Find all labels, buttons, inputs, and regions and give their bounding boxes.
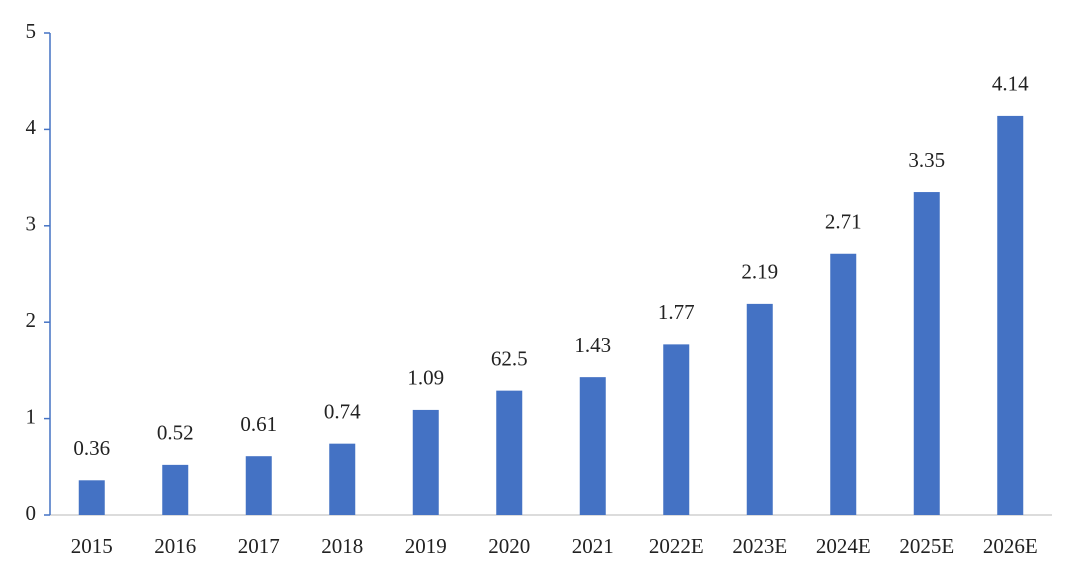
bar bbox=[579, 377, 606, 515]
bar bbox=[997, 115, 1024, 516]
data-label: 0.36 bbox=[73, 436, 110, 460]
data-label: 4.14 bbox=[992, 72, 1029, 96]
data-label: 2.71 bbox=[825, 210, 862, 234]
bar bbox=[78, 480, 105, 515]
data-label: 1.77 bbox=[658, 300, 695, 324]
bar bbox=[329, 443, 356, 515]
x-tick-label: 2025E bbox=[899, 534, 954, 558]
x-tick-label: 2021 bbox=[572, 534, 614, 558]
x-tick-label: 2023E bbox=[732, 534, 787, 558]
x-tick-label: 2018 bbox=[321, 534, 363, 558]
bar bbox=[162, 464, 189, 515]
y-tick-label: 1 bbox=[26, 404, 37, 428]
data-label: 0.61 bbox=[240, 412, 277, 436]
bar bbox=[245, 456, 272, 515]
x-tick-label: 2015 bbox=[71, 534, 113, 558]
data-label: 0.52 bbox=[157, 421, 194, 445]
y-tick-label: 4 bbox=[26, 115, 37, 139]
data-label: 1.09 bbox=[407, 366, 444, 390]
y-tick-label: 2 bbox=[26, 308, 37, 332]
x-tick-label: 2024E bbox=[816, 534, 871, 558]
x-tick-label: 2026E bbox=[983, 534, 1038, 558]
data-label: 1.43 bbox=[574, 333, 611, 357]
y-tick-label: 3 bbox=[26, 212, 37, 236]
data-label: 3.35 bbox=[908, 148, 945, 172]
data-label: 62.5 bbox=[491, 346, 528, 370]
bar bbox=[412, 409, 439, 515]
bar bbox=[663, 344, 690, 515]
data-label: 0.74 bbox=[324, 399, 361, 423]
y-tick-label: 5 bbox=[26, 19, 37, 43]
x-tick-label: 2016 bbox=[154, 534, 196, 558]
bar bbox=[830, 253, 857, 516]
y-tick-label: 0 bbox=[26, 501, 37, 525]
x-tick-label: 2020 bbox=[488, 534, 530, 558]
bar bbox=[913, 192, 940, 515]
x-tick-label: 2019 bbox=[405, 534, 447, 558]
x-tick-label: 2022E bbox=[649, 534, 704, 558]
bar bbox=[496, 390, 523, 515]
x-tick-label: 2017 bbox=[238, 534, 280, 558]
data-label: 2.19 bbox=[741, 260, 778, 284]
bar bbox=[746, 303, 773, 515]
